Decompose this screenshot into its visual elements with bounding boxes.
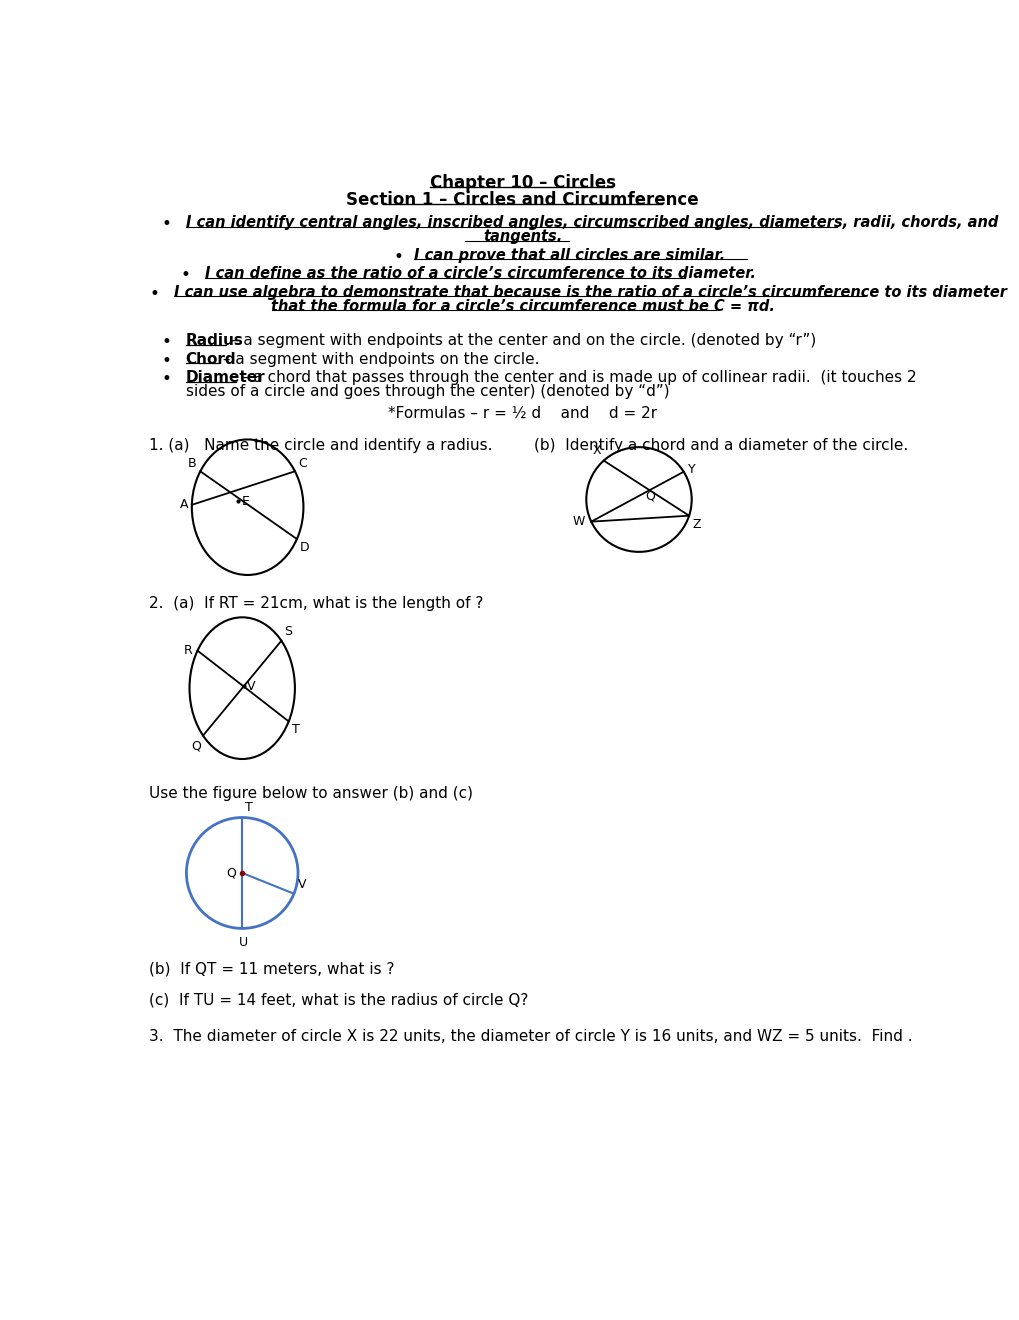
Text: B: B [187, 457, 197, 470]
Text: Q: Q [645, 490, 654, 502]
Text: W: W [572, 515, 585, 528]
Text: R: R [183, 644, 193, 657]
Text: Chapter 10 – Circles: Chapter 10 – Circles [429, 174, 615, 191]
Text: S: S [283, 626, 291, 639]
Text: •: • [393, 248, 404, 265]
Text: Diameter: Diameter [185, 370, 265, 385]
Text: Use the figure below to answer (b) and (c): Use the figure below to answer (b) and (… [149, 785, 473, 801]
Text: •: • [150, 285, 159, 302]
Text: (c)  If TU = 14 feet, what is the radius of circle Q?: (c) If TU = 14 feet, what is the radius … [149, 993, 528, 1007]
Text: •: • [161, 351, 171, 370]
Text: I can use algebra to demonstrate that because is the ratio of a circle’s circumf: I can use algebra to demonstrate that be… [174, 285, 1006, 300]
Text: Chord: Chord [185, 351, 236, 367]
Text: Q: Q [226, 866, 235, 879]
Text: – a segment with endpoints at the center and on the circle. (denoted by “r”): – a segment with endpoints at the center… [225, 333, 815, 348]
Text: •: • [161, 333, 171, 351]
Text: V: V [298, 878, 306, 891]
Text: tangents.: tangents. [483, 230, 561, 244]
Text: Z: Z [692, 517, 700, 531]
Text: I can define as the ratio of a circle’s circumference to its diameter.: I can define as the ratio of a circle’s … [205, 267, 755, 281]
Text: D: D [300, 541, 310, 553]
Text: X: X [592, 444, 601, 457]
Text: •: • [161, 215, 171, 234]
Text: *Formulas – r = ½ d    and    d = 2r: *Formulas – r = ½ d and d = 2r [388, 405, 656, 421]
Text: sides of a circle and goes through the center) (denoted by “d”): sides of a circle and goes through the c… [185, 384, 668, 399]
Text: •: • [180, 267, 191, 284]
Text: •: • [161, 370, 171, 388]
Text: that the formula for a circle’s circumference must be C = πd.: that the formula for a circle’s circumfe… [271, 298, 773, 314]
Text: Q: Q [191, 739, 201, 752]
Text: A: A [180, 499, 189, 511]
Text: (b)  If QT = 11 meters, what is ?: (b) If QT = 11 meters, what is ? [149, 961, 394, 977]
Text: 2.  (a)  If RT = 21cm, what is the length of ?: 2. (a) If RT = 21cm, what is the length … [149, 595, 483, 611]
Text: – a segment with endpoints on the circle.: – a segment with endpoints on the circle… [218, 351, 539, 367]
Text: I can identify central angles, inscribed angles, circumscribed angles, diameters: I can identify central angles, inscribed… [185, 215, 997, 231]
Text: C: C [298, 457, 307, 470]
Text: E: E [242, 495, 249, 508]
Text: V: V [247, 680, 255, 693]
Text: T: T [291, 723, 300, 737]
Text: U: U [238, 936, 248, 949]
Text: Section 1 – Circles and Circumference: Section 1 – Circles and Circumference [346, 191, 698, 209]
Text: I can prove that all circles are similar.: I can prove that all circles are similar… [414, 248, 725, 263]
Text: 1. (a)   Name the circle and identify a radius.: 1. (a) Name the circle and identify a ra… [149, 438, 492, 453]
Text: T: T [245, 801, 252, 813]
Text: (b)  Identify a chord and a diameter of the circle.: (b) Identify a chord and a diameter of t… [534, 438, 908, 453]
Text: Radius: Radius [185, 333, 244, 348]
Text: Y: Y [687, 463, 695, 477]
Text: 3.  The diameter of circle X is 22 units, the diameter of circle Y is 16 units, : 3. The diameter of circle X is 22 units,… [149, 1030, 912, 1044]
Text: – a chord that passes through the center and is made up of collinear radii.  (it: – a chord that passes through the center… [235, 370, 916, 385]
